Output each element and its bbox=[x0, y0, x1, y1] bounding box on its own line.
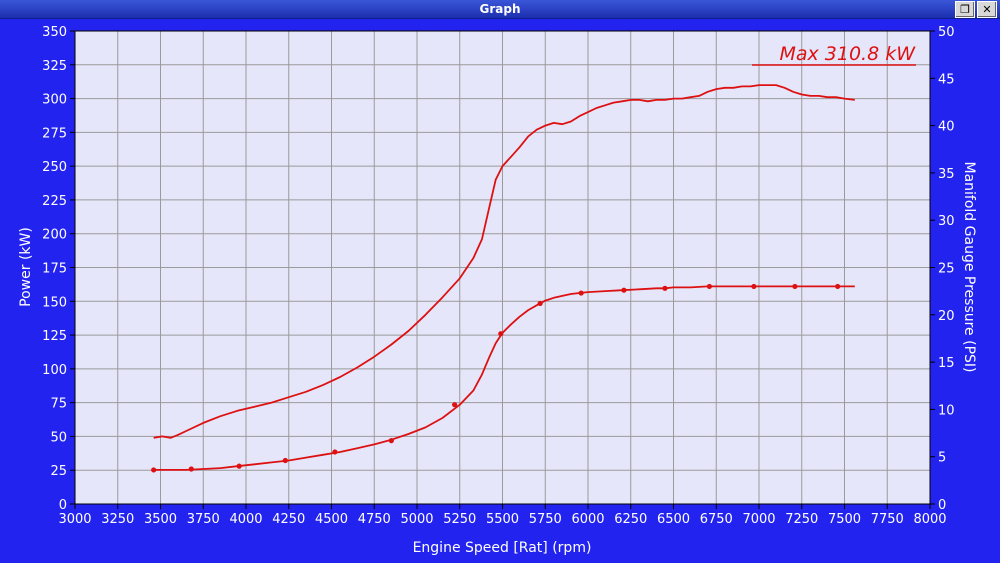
left-tick-label: 225 bbox=[42, 194, 67, 209]
right-tick-label: 25 bbox=[938, 262, 955, 277]
restore-button[interactable]: ❐ bbox=[955, 1, 975, 18]
x-tick-label: 7500 bbox=[828, 512, 861, 527]
right-tick-label: 15 bbox=[938, 356, 955, 371]
x-tick-label: 3500 bbox=[144, 512, 177, 527]
left-tick-label: 0 bbox=[59, 498, 67, 513]
pressure-point bbox=[621, 287, 627, 293]
left-tick-label: 275 bbox=[42, 126, 67, 141]
series-group bbox=[74, 30, 931, 505]
pressure-point bbox=[452, 402, 458, 408]
right-tick-label: 40 bbox=[938, 120, 955, 135]
pressure-point bbox=[706, 283, 713, 290]
left-tick-label: 125 bbox=[42, 329, 67, 344]
pressure-point bbox=[332, 449, 338, 455]
right-axis-label: Manifold Gauge Pressure (PSI) bbox=[961, 161, 977, 372]
right-tick-label: 0 bbox=[938, 498, 946, 513]
left-axis-ticks: 0 25 50 75 100 125 150 175 200 225 250 275 300 325 350 bbox=[42, 25, 75, 513]
grid-lines bbox=[74, 30, 931, 505]
pressure-point bbox=[662, 285, 668, 291]
pressure-point bbox=[792, 283, 798, 290]
power-line bbox=[153, 84, 855, 439]
left-tick-label: 350 bbox=[42, 25, 67, 40]
x-tick-label: 7250 bbox=[785, 512, 818, 527]
x-axis-label: Engine Speed [Rat] (rpm) bbox=[413, 540, 592, 556]
window-titlebar bbox=[0, 0, 1000, 19]
window-title: Graph bbox=[479, 2, 521, 16]
left-tick-label: 100 bbox=[42, 363, 67, 378]
right-axis-ticks: 0 5 10 15 20 25 30 35 40 45 50 bbox=[930, 25, 955, 513]
x-tick-label: 8000 bbox=[913, 512, 946, 527]
right-tick-label: 45 bbox=[938, 72, 955, 87]
chart: 3000 3250 3500 3750 4000 4250 4500 4750 5000 5250… bbox=[18, 25, 977, 556]
left-tick-label: 200 bbox=[42, 228, 67, 243]
left-tick-label: 25 bbox=[50, 464, 67, 479]
pressure-point bbox=[388, 438, 394, 444]
right-tick-label: 30 bbox=[938, 214, 955, 229]
left-tick-label: 50 bbox=[50, 430, 67, 445]
x-tick-label: 5750 bbox=[529, 512, 562, 527]
x-tick-label: 5500 bbox=[486, 512, 519, 527]
pressure-point bbox=[537, 300, 543, 307]
pressure-point bbox=[282, 457, 288, 464]
right-tick-label: 50 bbox=[938, 25, 955, 40]
x-tick-label: 6250 bbox=[614, 512, 647, 527]
x-tick-label: 4000 bbox=[229, 512, 262, 527]
x-tick-label: 7000 bbox=[742, 512, 775, 527]
pressure-point bbox=[751, 283, 757, 290]
x-tick-label: 5250 bbox=[443, 512, 476, 527]
pressure-line bbox=[153, 285, 855, 471]
x-tick-label: 6500 bbox=[657, 512, 690, 527]
right-tick-label: 5 bbox=[938, 451, 946, 466]
left-axis-label: Power (kW) bbox=[18, 227, 34, 307]
x-tick-label: 7750 bbox=[871, 512, 904, 527]
right-tick-label: 35 bbox=[938, 167, 955, 182]
x-tick-label: 4500 bbox=[315, 512, 348, 527]
pressure-point bbox=[188, 466, 194, 472]
x-tick-label: 4750 bbox=[358, 512, 391, 527]
left-tick-label: 75 bbox=[50, 397, 67, 412]
left-tick-label: 300 bbox=[42, 93, 67, 108]
x-tick-label: 6000 bbox=[571, 512, 604, 527]
x-tick-label: 3000 bbox=[58, 512, 91, 527]
max-power-annotation: Max 310.8 kW bbox=[779, 43, 916, 65]
left-tick-label: 175 bbox=[42, 262, 67, 277]
right-tick-label: 20 bbox=[938, 309, 955, 324]
x-tick-label: 3750 bbox=[187, 512, 220, 527]
x-tick-label: 5000 bbox=[400, 512, 433, 527]
left-tick-label: 250 bbox=[42, 160, 67, 175]
x-tick-label: 3250 bbox=[101, 512, 134, 527]
pressure-point bbox=[498, 331, 504, 337]
pressure-point bbox=[835, 283, 841, 290]
left-tick-label: 325 bbox=[42, 59, 67, 74]
x-tick-label: 4250 bbox=[272, 512, 305, 527]
right-tick-label: 10 bbox=[938, 403, 955, 418]
left-tick-label: 150 bbox=[42, 295, 67, 310]
pressure-point bbox=[151, 467, 157, 473]
plot-border bbox=[74, 30, 931, 505]
x-axis-ticks: 3000 3250 3500 3750 4000 4250 4500 4750 5000 5250… bbox=[58, 504, 947, 527]
x-tick-label: 6750 bbox=[700, 512, 733, 527]
pressure-point bbox=[578, 290, 584, 296]
pressure-point bbox=[236, 463, 242, 469]
close-button[interactable]: ✕ bbox=[977, 1, 997, 18]
